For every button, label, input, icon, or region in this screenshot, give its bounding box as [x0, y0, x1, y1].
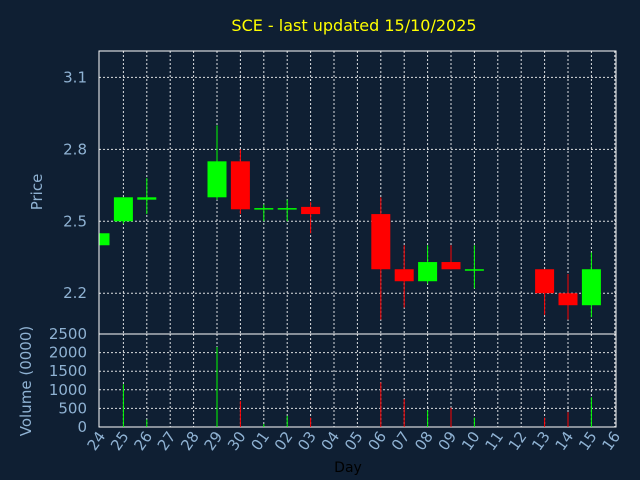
- x-tick-label: 05: [341, 428, 367, 454]
- x-tick-label: 09: [435, 428, 461, 454]
- x-tick-label: 28: [177, 428, 203, 454]
- candle-body: [277, 208, 297, 210]
- candle-body: [394, 269, 414, 282]
- x-tick-label: 25: [107, 428, 133, 454]
- x-tick-label: 15: [575, 428, 601, 454]
- candle-body: [100, 233, 110, 246]
- volume-y-tick-label: 2000: [49, 344, 87, 362]
- x-tick-label: 11: [481, 428, 507, 454]
- volume-bars: [122, 347, 592, 427]
- candles: [99, 125, 601, 320]
- x-tick-label: 27: [154, 428, 180, 454]
- x-tick-label: 13: [528, 428, 554, 454]
- x-tick-label: 14: [552, 428, 578, 454]
- candle-body: [301, 206, 321, 215]
- x-tick-label: 07: [388, 428, 414, 454]
- candle-body: [441, 262, 461, 270]
- x-tick-label: 26: [130, 428, 156, 454]
- candle-body: [464, 269, 484, 271]
- price-axis-label: Price: [28, 174, 46, 211]
- volume-y-tick-label: 500: [58, 399, 87, 417]
- x-tick-label: 16: [598, 428, 624, 454]
- volume-axis-label: Volume (0000): [17, 326, 35, 436]
- candle-body: [113, 197, 133, 222]
- x-axis-ticks: 2425262728293001020304050607080910111213…: [84, 428, 624, 454]
- candle-body: [418, 262, 438, 282]
- candle-body: [535, 269, 555, 294]
- x-tick-label: 30: [224, 428, 250, 454]
- candle-body: [230, 161, 250, 210]
- x-tick-label: 10: [458, 428, 484, 454]
- candle-body: [558, 293, 578, 306]
- price-panel: 2.2 2.5 2.8 3.1 Price: [28, 50, 617, 335]
- x-tick-label: 24: [84, 428, 110, 454]
- x-tick-label: 08: [411, 428, 437, 454]
- x-axis-label: Day: [334, 460, 362, 476]
- candle-body: [254, 208, 274, 210]
- x-tick-label: 06: [364, 428, 390, 454]
- volume-y-tick-label: 1500: [49, 362, 87, 380]
- price-y-tick-label: 2.5: [63, 212, 87, 230]
- x-tick-label: 02: [271, 428, 297, 454]
- chart-title: SCE - last updated 15/10/2025: [231, 16, 476, 35]
- volume-y-tick-label: 2500: [49, 325, 87, 343]
- candle-body: [581, 269, 601, 306]
- price-y-ticks: 2.2 2.5 2.8 3.1: [63, 68, 87, 302]
- x-tick-label: 04: [318, 428, 344, 454]
- candle-body: [137, 197, 157, 200]
- candle-body: [371, 214, 391, 270]
- price-y-tick-label: 3.1: [63, 68, 87, 86]
- candle-body: [207, 161, 227, 198]
- volume-y-tick-label: 1000: [49, 381, 87, 399]
- x-tick-label: 03: [294, 428, 320, 454]
- volume-y-tick-label: 0: [77, 418, 87, 436]
- x-tick-label: 01: [247, 428, 273, 454]
- price-y-tick-label: 2.2: [63, 284, 87, 302]
- price-y-tick-label: 2.8: [63, 140, 87, 158]
- x-tick-label: 29: [201, 428, 227, 454]
- x-tick-label: 12: [505, 428, 531, 454]
